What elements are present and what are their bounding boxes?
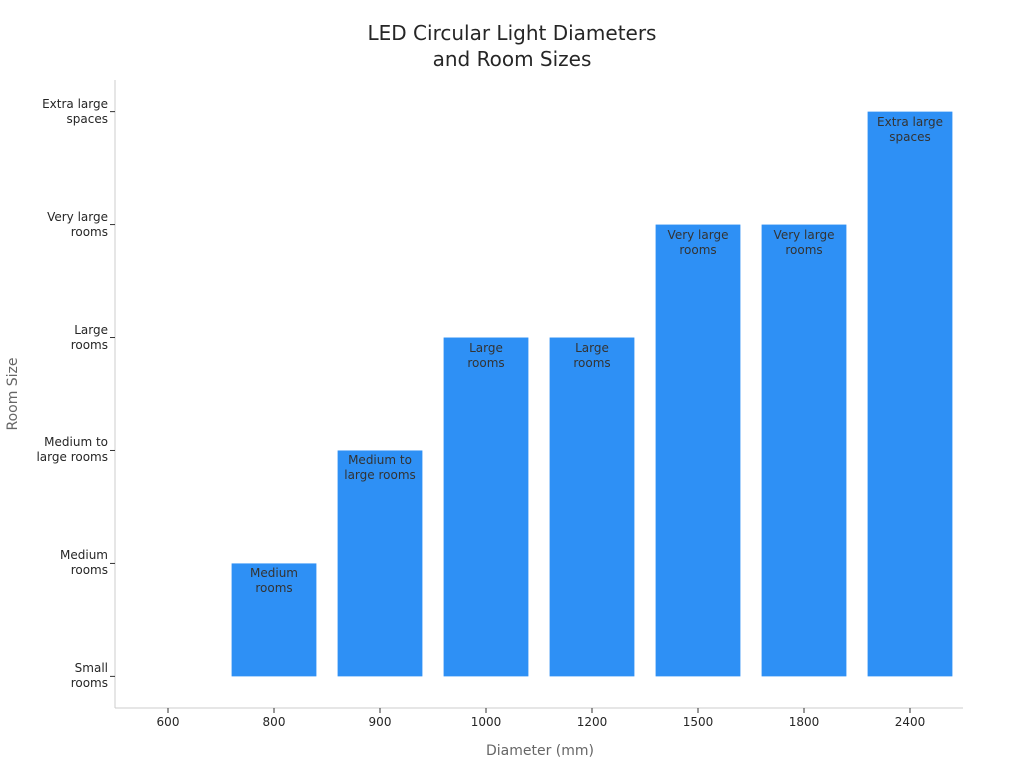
x-tick-label: 1800 — [788, 715, 820, 730]
x-tick-label: 900 — [368, 715, 392, 730]
x-tick-label: 1500 — [682, 715, 714, 730]
bar — [337, 450, 423, 677]
x-tick-label: 1200 — [576, 715, 608, 730]
bar — [867, 111, 953, 677]
bar — [231, 563, 317, 677]
x-tick-label: 2400 — [894, 715, 926, 730]
value-label: Large rooms — [573, 340, 611, 370]
y-tick-label: Extra large spaces — [42, 96, 108, 126]
x-tick-label: 1000 — [470, 715, 502, 730]
value-label: Medium to large rooms — [344, 453, 416, 483]
y-tick-label: Medium to large rooms — [36, 435, 108, 465]
bar — [549, 337, 635, 677]
value-label: Medium rooms — [250, 566, 298, 596]
value-label: Very large rooms — [667, 227, 729, 257]
value-label: Very large rooms — [773, 227, 835, 257]
value-label: Large rooms — [467, 340, 505, 370]
bar — [443, 337, 529, 677]
y-tick-label: Very large rooms — [47, 209, 108, 239]
y-tick-label: Large rooms — [70, 322, 108, 352]
y-axis-title: Room Size — [4, 357, 21, 431]
y-tick-label: Small rooms — [70, 661, 108, 691]
bar — [655, 224, 741, 677]
x-tick-label: 800 — [262, 715, 286, 730]
x-axis-title: Diameter (mm) — [485, 742, 595, 759]
bar — [761, 224, 847, 677]
x-tick-label: 600 — [156, 715, 180, 730]
value-label: Extra large spaces — [877, 114, 943, 144]
y-tick-label: Medium rooms — [60, 548, 108, 578]
chart-title: LED Circular Light Diameters and Room Si… — [367, 21, 657, 71]
